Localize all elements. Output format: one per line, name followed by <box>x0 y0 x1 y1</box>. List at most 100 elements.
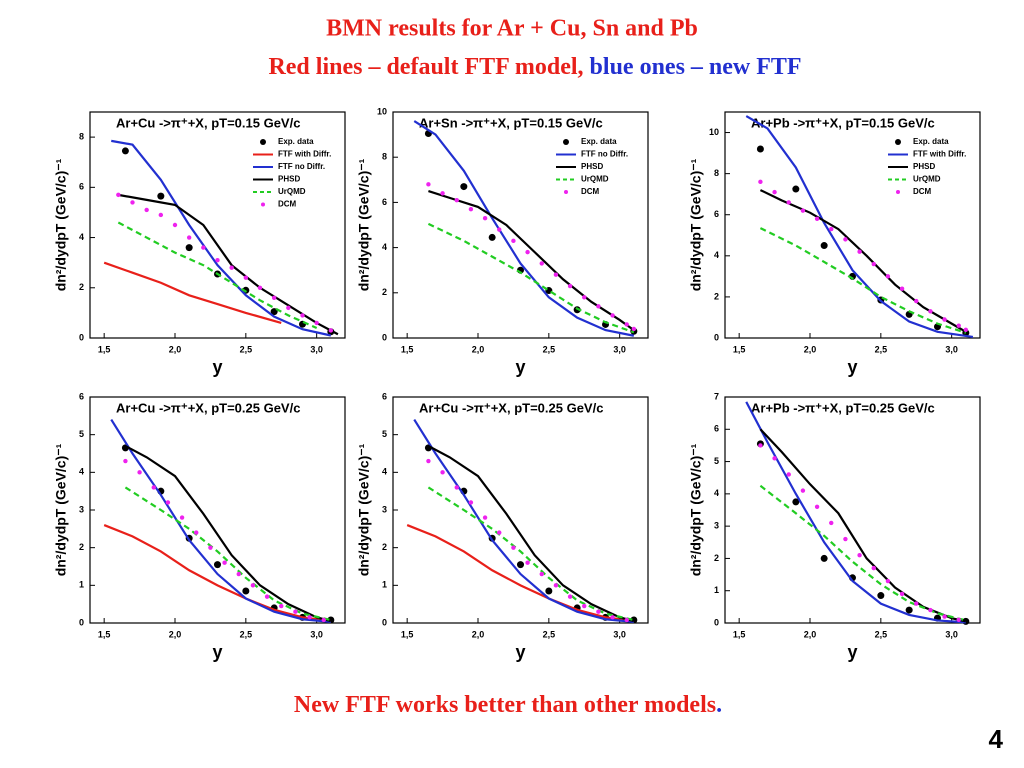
model-line <box>406 524 634 623</box>
model-dot <box>468 206 474 212</box>
plot-frame <box>89 111 346 339</box>
model-line <box>428 190 635 331</box>
model-dot <box>610 615 615 620</box>
plot-frame <box>724 396 981 624</box>
x-tick-label: 2,0 <box>804 629 817 639</box>
model-line <box>745 115 974 339</box>
model-dot <box>800 488 806 493</box>
model-dot <box>553 583 559 588</box>
model-dot <box>942 317 947 322</box>
y-tick-label: 2 <box>714 291 719 301</box>
x-axis-label: y <box>212 357 222 377</box>
model-dot <box>236 571 241 577</box>
x-tick-label: 2,0 <box>472 629 485 639</box>
model-dot <box>328 328 334 333</box>
y-tick-label: 4 <box>382 467 387 477</box>
legend-symbol <box>896 190 900 194</box>
legend-label: Exp. data <box>278 137 314 146</box>
model-dot <box>567 594 573 599</box>
x-tick-label: 2,5 <box>543 629 556 639</box>
legend-label: DCM <box>278 200 297 209</box>
y-tick-label: 5 <box>714 456 719 466</box>
model-line <box>124 444 332 623</box>
model-dot <box>814 216 820 222</box>
legend-label: PHSD <box>913 162 935 171</box>
y-tick-label: 0 <box>79 617 84 627</box>
y-tick-label: 6 <box>79 182 84 192</box>
model-dot <box>843 237 848 242</box>
model-dot <box>610 313 615 318</box>
legend-label: FTF with Diffr. <box>913 150 966 159</box>
subtitle-red: Red lines – default FTF model, <box>268 54 583 80</box>
data-point <box>460 183 468 191</box>
model-dot <box>194 530 199 535</box>
x-tick-label: 3,0 <box>945 629 958 639</box>
y-tick-label: 1 <box>79 580 84 590</box>
x-tick-label: 2,5 <box>240 344 253 354</box>
x-tick-label: 2,5 <box>875 629 888 639</box>
model-line <box>103 524 331 623</box>
conclusion: New FTF works better than other models. <box>294 692 722 718</box>
model-dot <box>928 607 933 613</box>
data-point <box>792 498 800 506</box>
legend-label: UrQMD <box>913 175 941 184</box>
model-dot <box>582 603 587 609</box>
x-axis-label: y <box>515 357 525 377</box>
y-axis-label: dn²/dydpT (GeV/c)⁻¹ <box>356 443 372 576</box>
model-line <box>117 221 318 329</box>
x-tick-label: 2,0 <box>169 629 182 639</box>
model-dot <box>539 571 544 577</box>
y-tick-label: 8 <box>382 152 387 162</box>
x-tick-label: 1,5 <box>98 344 111 354</box>
y-axis-label: dn²/dydpT (GeV/c)⁻¹ <box>688 158 704 291</box>
model-dot <box>511 238 516 244</box>
y-tick-label: 0 <box>79 332 84 342</box>
legend-label: FTF no Diffr. <box>581 150 628 159</box>
legend-label: DCM <box>913 187 932 196</box>
data-point <box>820 242 828 250</box>
y-tick-label: 5 <box>382 429 387 439</box>
chart-title: Ar+Pb ->π⁺+X, pT=0.15 GeV/c <box>751 115 935 130</box>
slide-title: BMN results for Ar + Cu, Sn and Pb <box>326 16 698 42</box>
model-dot <box>116 192 121 198</box>
model-dot <box>596 609 601 614</box>
y-tick-label: 5 <box>79 429 84 439</box>
legend-symbol <box>260 139 266 145</box>
legend-label: PHSD <box>278 175 300 184</box>
model-line <box>759 227 967 334</box>
x-tick-label: 3,0 <box>310 344 323 354</box>
x-axis-label: y <box>515 642 525 662</box>
model-dot <box>963 327 969 332</box>
data-point <box>517 561 524 569</box>
y-tick-label: 6 <box>79 391 84 401</box>
model-line <box>103 261 282 324</box>
model-dot <box>300 313 305 318</box>
model-dot <box>624 617 629 623</box>
legend-symbol <box>564 190 568 194</box>
data-point <box>877 592 885 600</box>
y-tick-label: 2 <box>382 542 387 552</box>
model-line <box>110 419 331 623</box>
model-line <box>759 189 967 333</box>
model-dot <box>914 298 919 304</box>
model-dot <box>800 208 806 213</box>
slide-subtitle: Red lines – default FTF model, blue ones… <box>268 54 801 80</box>
legend-label: DCM <box>581 187 600 196</box>
y-tick-label: 4 <box>79 232 84 242</box>
model-dot <box>857 249 862 254</box>
model-dot <box>137 470 142 475</box>
model-dot <box>567 283 573 289</box>
y-axis-label: dn²/dydpT (GeV/c)⁻¹ <box>53 158 69 291</box>
model-line <box>118 193 339 336</box>
model-dot <box>123 458 128 464</box>
data-point <box>792 185 800 193</box>
model-dot <box>229 265 234 270</box>
plot-frame <box>392 111 649 339</box>
data-point <box>488 233 496 241</box>
y-tick-label: 3 <box>79 504 84 514</box>
model-dot <box>525 249 530 255</box>
y-tick-label: 3 <box>714 521 719 531</box>
model-dot <box>871 261 876 267</box>
model-dot <box>482 515 488 520</box>
model-dot <box>871 565 876 571</box>
